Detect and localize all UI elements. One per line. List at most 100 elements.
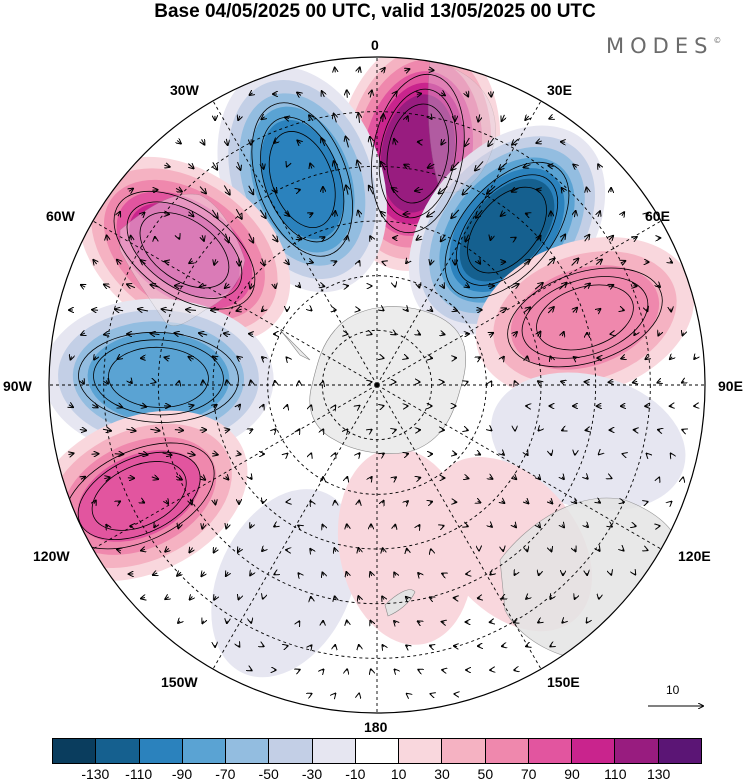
colorbar-tick-label: 110 [604, 766, 627, 782]
wind-vector-arrow [262, 549, 264, 551]
wind-vector-arrow [547, 259, 555, 266]
wind-vector-arrow [162, 309, 173, 311]
colorbar-tick-label: 90 [564, 766, 580, 782]
wind-vector-arrow [406, 116, 408, 119]
wind-vector-arrow [199, 186, 206, 194]
wind-vector-arrow [534, 283, 543, 290]
lon-label-30e: 30E [547, 82, 572, 98]
wind-vector-arrow [514, 238, 515, 239]
wind-vector-arrow [573, 165, 576, 168]
wind-vector-arrow [442, 574, 444, 575]
wind-vector-arrow [239, 258, 240, 265]
wind-vector-arrow [334, 161, 337, 171]
wind-vector-arrow [538, 621, 540, 622]
wind-vector-arrow [214, 548, 217, 553]
wind-vector-arrow [513, 332, 517, 336]
wind-vector-arrow [68, 453, 73, 454]
south-pole-marker [374, 382, 380, 388]
wind-vector-arrow [322, 525, 323, 528]
wind-vector-arrow [346, 185, 348, 195]
wind-vector-arrow [523, 260, 530, 265]
wind-vector-arrow [175, 188, 182, 191]
wind-vector-arrow [466, 478, 469, 479]
colorbar-tick-label: 70 [520, 766, 537, 782]
wind-vector-arrow [442, 622, 445, 623]
wind-vector-arrow [526, 453, 527, 455]
wind-vector-arrow [587, 621, 588, 622]
wind-vector-arrow [130, 381, 132, 383]
colorbar-tick-label: 30 [434, 766, 450, 782]
wind-vector-arrow [512, 188, 519, 191]
modes-logo: MODES© [606, 34, 721, 58]
wind-vector-arrow [511, 284, 518, 288]
wind-vector-arrow [609, 382, 614, 383]
wind-vector-arrow [538, 525, 540, 528]
wind-vector-arrow [562, 188, 565, 192]
wind-vector-arrow [309, 261, 313, 262]
wind-vector-arrow [512, 138, 519, 144]
wind-vector-arrow [238, 161, 241, 170]
wind-vector-arrow [478, 260, 480, 263]
wind-vector-arrow [117, 260, 121, 265]
wind-vector-arrow [490, 525, 492, 527]
wind-vector-arrow [551, 549, 552, 552]
wind-vector-arrow [126, 429, 135, 431]
wind-vector-arrow [214, 259, 216, 265]
wind-vector-arrow [250, 573, 252, 576]
wind-vector-arrow [238, 405, 240, 408]
wind-vector-arrow [406, 261, 408, 263]
wind-vector-arrow [609, 285, 614, 287]
wind-vector-arrow [259, 209, 265, 218]
wind-vector-arrow [418, 670, 419, 671]
wind-vector-arrow [274, 429, 275, 430]
wind-vector-arrow [573, 308, 577, 313]
wind-vector-arrow [224, 333, 231, 334]
wind-vector-arrow [547, 307, 554, 314]
wind-vector-arrow [490, 477, 493, 479]
wind-vector-arrow [502, 501, 505, 503]
wind-vector-arrow [550, 501, 553, 504]
wind-vector-arrow [299, 621, 300, 622]
wind-vector-arrow [418, 333, 420, 334]
wind-vector-arrow [658, 430, 660, 431]
wind-vector-arrow [647, 309, 648, 311]
wind-vector-arrow [441, 93, 445, 96]
wind-vector-arrow [475, 161, 484, 170]
streamline-contour [78, 331, 239, 423]
wind-vector-arrow [382, 453, 384, 454]
wind-vector-arrow [285, 260, 289, 264]
wind-vector-arrow [609, 236, 613, 240]
wind-vector-arrow [201, 572, 204, 576]
wind-vector-arrow [670, 357, 672, 359]
meridian-line [212, 100, 378, 386]
streamline-contour [378, 88, 457, 219]
wind-vector-arrow [273, 187, 276, 192]
wind-vector-arrow [395, 669, 396, 670]
wind-vector-arrow [174, 333, 184, 335]
wind-vector-arrow [430, 502, 432, 503]
wind-vector-arrow [490, 622, 493, 623]
wind-vector-arrow [430, 646, 432, 647]
wind-vector-arrow [478, 501, 481, 502]
wind-vector-arrow [141, 358, 145, 359]
map-boundary [48, 56, 706, 714]
wind-vector-arrow [430, 260, 431, 265]
wind-vector-arrow [550, 597, 551, 599]
wind-vector-arrow [415, 189, 424, 191]
wind-vector-arrow [81, 477, 85, 480]
wind-vector-arrow [428, 70, 433, 71]
wind-vector-arrow [583, 284, 590, 289]
wind-vector-arrow [550, 646, 551, 647]
wind-vector-arrow [202, 621, 203, 624]
wind-vector-arrow [383, 114, 384, 122]
wind-vector-arrow [574, 549, 575, 551]
map-title: Base 04/05/2025 00 UTC, valid 13/05/2025… [154, 1, 596, 22]
wind-vector-arrow [441, 334, 444, 335]
wind-vector-arrow [263, 501, 264, 503]
wind-vector-arrow [370, 477, 371, 479]
lon-label-150e: 150E [547, 674, 580, 690]
wind-vector-arrow [370, 621, 371, 624]
colorbar-swatch [355, 739, 400, 763]
wind-vector-arrow [465, 234, 468, 242]
